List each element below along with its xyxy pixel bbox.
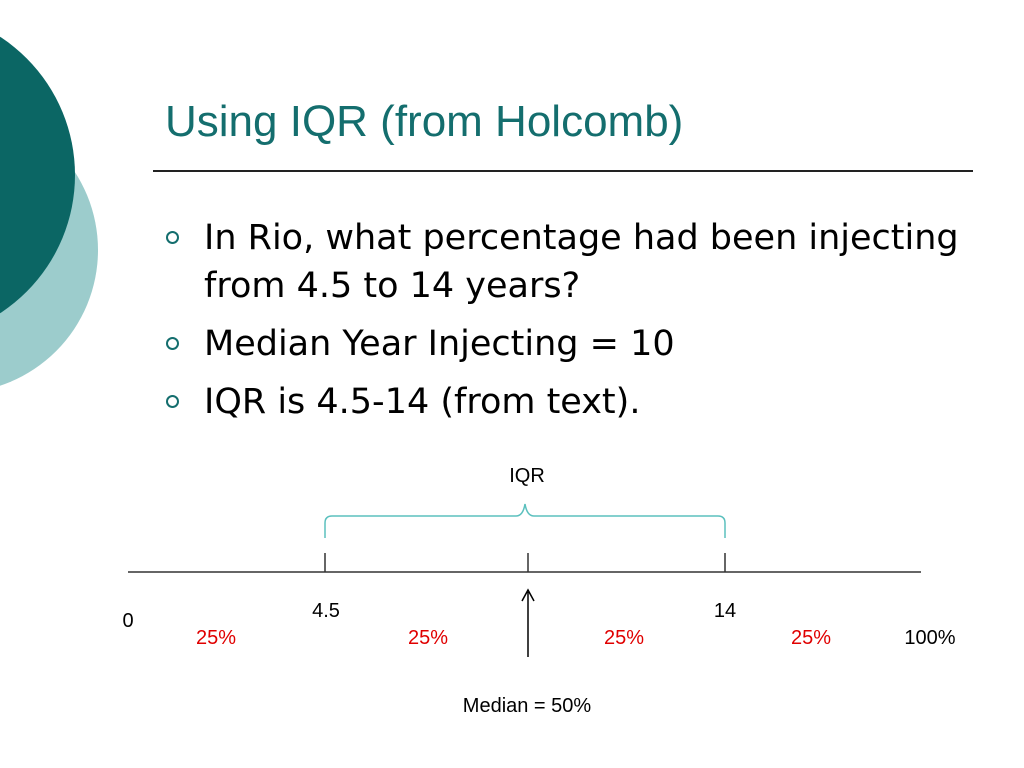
quartile-percent: 25% bbox=[791, 627, 831, 649]
bullet-text: In Rio, what percentage had been injecti… bbox=[204, 218, 959, 306]
bullet-text: Median Year Injecting = 10 bbox=[204, 324, 675, 364]
bullet-item: IQR is 4.5-14 (from text). bbox=[160, 378, 960, 426]
bullet-item: Median Year Injecting = 10 bbox=[160, 320, 960, 368]
iqr-label: IQR bbox=[509, 465, 545, 487]
quartile-percent: 25% bbox=[408, 627, 448, 649]
tick-label: 4.5 bbox=[312, 600, 340, 622]
dark-teal-circle bbox=[0, 36, 75, 314]
bullet-list: In Rio, what percentage had been injecti… bbox=[160, 214, 960, 436]
slide-title: Using IQR (from Holcomb) bbox=[165, 97, 684, 146]
circle-bullet-icon bbox=[166, 395, 179, 408]
iqr-brace bbox=[324, 503, 726, 538]
quartile-percent: 25% bbox=[196, 627, 236, 649]
title-divider bbox=[153, 170, 973, 172]
end-label: 100% bbox=[904, 627, 955, 649]
start-label: 0 bbox=[122, 610, 133, 632]
bullet-text: IQR is 4.5-14 (from text). bbox=[204, 382, 641, 422]
quartile-percent: 25% bbox=[604, 627, 644, 649]
tick-label: 14 bbox=[714, 600, 736, 622]
bullet-item: In Rio, what percentage had been injecti… bbox=[160, 214, 960, 310]
median-label: Median = 50% bbox=[463, 695, 592, 717]
circle-bullet-icon bbox=[166, 231, 179, 244]
arrowhead-icon bbox=[521, 588, 535, 602]
circle-bullet-icon bbox=[166, 337, 179, 350]
